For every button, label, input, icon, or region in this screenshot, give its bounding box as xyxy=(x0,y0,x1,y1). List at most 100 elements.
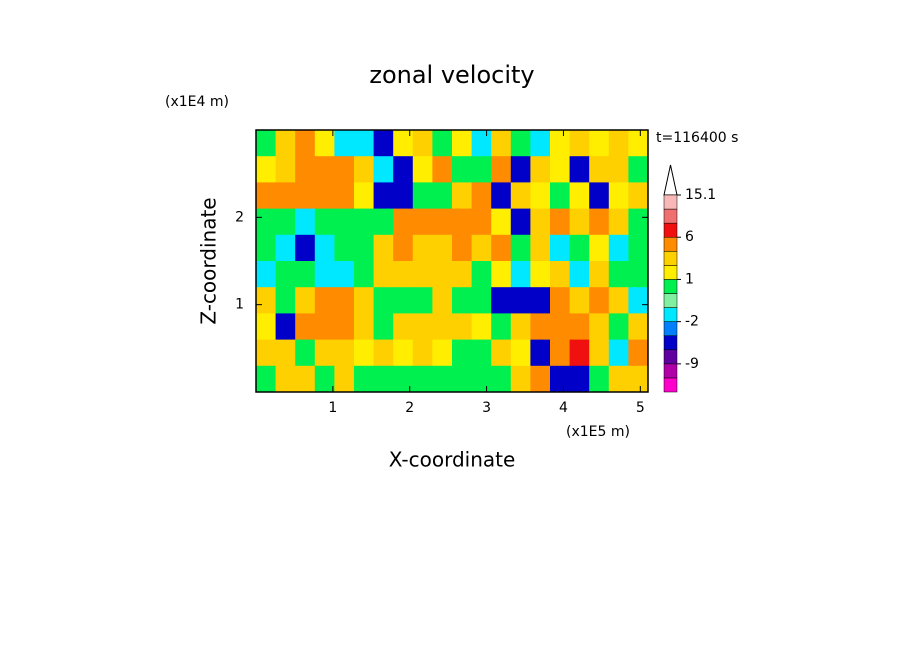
field-cell xyxy=(491,287,512,314)
field-cell xyxy=(471,156,492,183)
field-cell xyxy=(314,156,335,183)
field-cell xyxy=(275,208,296,236)
field-cell xyxy=(373,208,394,236)
colorbar-segment xyxy=(663,208,678,224)
field-cell xyxy=(491,261,512,288)
y-tick-label: 2 xyxy=(235,209,244,225)
field-cell xyxy=(510,339,531,367)
field-cell xyxy=(550,182,571,210)
field-cell xyxy=(373,182,394,210)
field-cell xyxy=(608,313,629,341)
field-cell xyxy=(491,313,512,341)
field-cell xyxy=(608,234,629,262)
field-cell xyxy=(510,130,531,157)
colorbar-segment xyxy=(663,377,678,393)
field-cell xyxy=(471,313,492,341)
field-cell xyxy=(393,156,414,183)
colorbar-segment xyxy=(663,349,678,365)
field-cell xyxy=(373,234,394,262)
field-cell xyxy=(432,339,453,367)
field-cell xyxy=(354,339,375,367)
field-cell xyxy=(510,261,531,288)
field-cell xyxy=(471,234,492,262)
field-cell xyxy=(569,208,590,236)
colorbar-segment xyxy=(663,321,678,336)
field-cell xyxy=(608,365,629,393)
field-cell xyxy=(569,339,590,367)
field-cell xyxy=(354,313,375,341)
field-cell xyxy=(275,130,296,157)
field-cell xyxy=(412,182,433,210)
field-cell xyxy=(256,130,277,157)
x-tick-label: 3 xyxy=(482,400,491,416)
field-cell xyxy=(295,234,316,262)
field-cell xyxy=(452,339,473,367)
field-cell xyxy=(589,313,610,341)
field-cell xyxy=(608,287,629,314)
colorbar-segment xyxy=(663,222,678,238)
field-cell xyxy=(256,261,277,288)
field-cell xyxy=(393,208,414,236)
field-cell xyxy=(354,208,375,236)
field-cell xyxy=(589,208,610,236)
field-cell xyxy=(471,182,492,210)
field-cell xyxy=(569,234,590,262)
field-cell xyxy=(412,130,433,157)
field-cell xyxy=(628,156,649,183)
field-cell xyxy=(275,234,296,262)
field-cell xyxy=(471,365,492,393)
y-tick-label: 1 xyxy=(235,297,244,313)
field-cell xyxy=(628,313,649,341)
field-cell xyxy=(373,130,394,157)
field-cell xyxy=(589,182,610,210)
field-cell xyxy=(569,287,590,314)
field-cell xyxy=(334,313,355,341)
field-cell xyxy=(256,365,277,393)
field-cell xyxy=(589,287,610,314)
field-cell xyxy=(373,339,394,367)
field-cell xyxy=(569,261,590,288)
field-cell xyxy=(530,313,551,341)
field-cell xyxy=(314,287,335,314)
colorbar-segment xyxy=(663,251,678,266)
field-cell xyxy=(452,287,473,314)
field-cell xyxy=(452,156,473,183)
field-cell xyxy=(510,313,531,341)
field-cell xyxy=(275,182,296,210)
field-cell xyxy=(628,365,649,393)
field-cell xyxy=(295,261,316,288)
field-cell xyxy=(491,365,512,393)
field-cell xyxy=(295,130,316,157)
field-cell xyxy=(412,156,433,183)
field-cell xyxy=(628,234,649,262)
field-cell xyxy=(510,182,531,210)
field-cell xyxy=(334,130,355,157)
colorbar-segment xyxy=(663,265,678,280)
field-cell xyxy=(510,365,531,393)
colorbar-tick-label: -9 xyxy=(685,356,699,372)
field-cell xyxy=(393,234,414,262)
field-cell xyxy=(354,261,375,288)
field-cell xyxy=(608,208,629,236)
field-cell xyxy=(628,261,649,288)
field-cell xyxy=(412,287,433,314)
field-cell xyxy=(393,339,414,367)
field-cell xyxy=(530,365,551,393)
field-cell xyxy=(491,182,512,210)
field-cell xyxy=(412,234,433,262)
field-cell xyxy=(256,234,277,262)
colorbar-segment xyxy=(663,363,678,379)
field-cell xyxy=(334,208,355,236)
field-cell xyxy=(354,365,375,393)
field-cell xyxy=(569,182,590,210)
field-cell xyxy=(628,182,649,210)
field-cell xyxy=(314,182,335,210)
field-cell xyxy=(550,313,571,341)
field-cell xyxy=(452,261,473,288)
field-cell xyxy=(530,261,551,288)
field-cell xyxy=(354,287,375,314)
field-cell xyxy=(471,339,492,367)
field-cell xyxy=(432,234,453,262)
field-cell xyxy=(373,287,394,314)
